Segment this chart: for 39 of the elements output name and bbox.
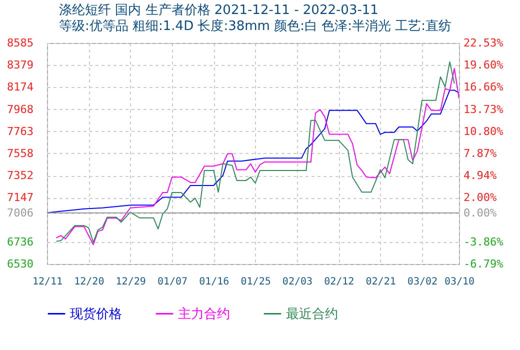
legend-label: 主力合约 <box>178 306 230 322</box>
y2-tick-label: 10.80% <box>464 124 504 138</box>
y-tick-label: 7968 <box>7 102 34 116</box>
chart-title: 涤纶短纤 国内 生产者价格 2021-12-11 - 2022-03-11 <box>59 3 378 18</box>
x-tick-label: 02/12 <box>324 276 354 288</box>
x-tick-label: 01/07 <box>157 276 188 288</box>
x-tick-label: 03/02 <box>407 276 438 288</box>
y-tick-label: 6736 <box>7 235 34 248</box>
x-tick-label: 02/21 <box>366 276 396 288</box>
y2-tick-label: 0.00% <box>464 206 497 220</box>
y-tick-label: 8174 <box>7 80 34 94</box>
y-tick-label: 7763 <box>7 124 34 138</box>
x-tick-label: 01/16 <box>199 276 230 288</box>
chart-subtitle: 等级:优等品 粗细:1.4D 长度:38mm 颜色:白 色泽:半消光 工艺:直纺 <box>59 18 452 34</box>
y2-tick-label: -3.86% <box>464 235 504 248</box>
x-tick-label: 12/20 <box>74 276 104 288</box>
y-tick-label: 7352 <box>7 169 34 182</box>
x-tick-label: 02/03 <box>282 276 313 288</box>
y-tick-label: 7006 <box>7 206 34 220</box>
x-tick-label: 03/10 <box>444 276 475 288</box>
y2-tick-label: 7.87% <box>464 147 497 160</box>
x-tick-label: 12/29 <box>116 276 146 288</box>
line-series <box>47 90 459 214</box>
y-tick-label: 6530 <box>7 258 34 270</box>
y-tick-label: 7147 <box>7 191 34 204</box>
y2-tick-label: 19.60% <box>464 58 504 72</box>
y2-tick-label: 16.66% <box>464 80 504 94</box>
y-tick-label: 8585 <box>7 36 34 50</box>
y-tick-label: 7558 <box>7 146 34 160</box>
y2-tick-label: 4.94% <box>464 169 497 182</box>
x-tick-label: 01/25 <box>240 276 271 288</box>
y2-tick-label: 2.00% <box>464 191 497 204</box>
y2-tick-label: 13.73% <box>464 102 504 116</box>
legend-label: 现货价格 <box>70 306 122 322</box>
y-tick-label: 8379 <box>7 58 34 72</box>
x-tick-label: 12/11 <box>32 276 63 288</box>
legend-label: 最近合约 <box>286 306 338 322</box>
y2-tick-label: -6.79% <box>464 258 504 270</box>
y2-tick-label: 22.53% <box>464 36 504 50</box>
